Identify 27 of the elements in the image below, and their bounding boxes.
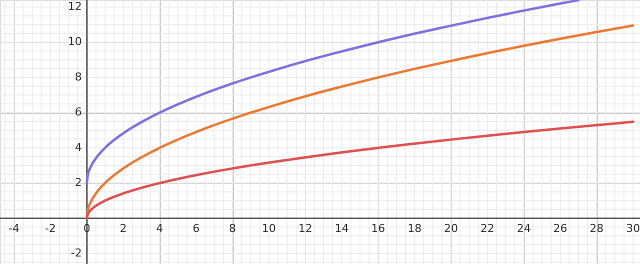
y-tick-label: 6 [74, 106, 82, 119]
line-series [86, 0, 580, 184]
x-tick-label: 24 [516, 222, 531, 236]
x-tick-label: 16 [371, 222, 386, 236]
x-tick-label: -2 [44, 222, 56, 236]
x-tick-label: 30 [626, 222, 640, 236]
x-tick-label: 18 [408, 222, 422, 236]
x-tick-label: 26 [553, 222, 568, 236]
y-tick-label: 2 [74, 176, 82, 190]
x-tick-label: -4 [8, 222, 20, 236]
x-tick-label: 14 [334, 222, 349, 236]
x-tick-label: 20 [444, 222, 458, 236]
y-tick-label: 4 [74, 140, 82, 154]
line-series [86, 24, 634, 220]
y-tick-label: 8 [74, 70, 82, 84]
y-tick-label: 10 [68, 35, 82, 48]
x-tick-label: 12 [298, 222, 312, 236]
line-series [86, 120, 634, 220]
y-tick-label: -2 [70, 246, 82, 260]
y-tick-label: 12 [68, 0, 82, 14]
x-tick-label: 2 [120, 222, 127, 236]
x-tick-label: 22 [480, 222, 494, 236]
x-tick-label: 28 [590, 222, 604, 236]
x-tick-label: 4 [156, 222, 164, 236]
x-tick-label: 10 [262, 222, 276, 236]
x-tick-label: 8 [229, 222, 236, 236]
x-tick-label: 6 [192, 222, 200, 236]
